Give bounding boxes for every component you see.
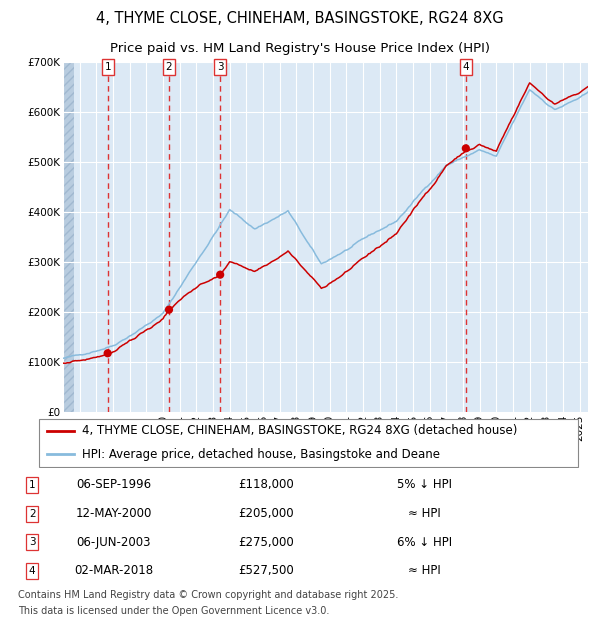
Text: 3: 3 (29, 538, 35, 547)
Point (164, 305, 174, 315)
Text: 12-MAY-2000: 12-MAY-2000 (76, 507, 152, 520)
Text: 06-JUN-2003: 06-JUN-2003 (77, 536, 151, 549)
Text: 4: 4 (463, 62, 469, 72)
Text: 1: 1 (29, 480, 35, 490)
Point (103, 348, 112, 358)
Text: Contains HM Land Registry data © Crown copyright and database right 2025.: Contains HM Land Registry data © Crown c… (18, 590, 398, 600)
Text: ≈ HPI: ≈ HPI (408, 507, 440, 520)
Point (461, 143, 470, 153)
Text: £118,000: £118,000 (238, 479, 294, 492)
Text: Price paid vs. HM Land Registry's House Price Index (HPI): Price paid vs. HM Land Registry's House … (110, 42, 490, 55)
Text: 3: 3 (217, 62, 223, 72)
Bar (63, 62, 74, 412)
Text: £205,000: £205,000 (238, 507, 294, 520)
Text: 4, THYME CLOSE, CHINEHAM, BASINGSTOKE, RG24 8XG: 4, THYME CLOSE, CHINEHAM, BASINGSTOKE, R… (96, 11, 504, 26)
Text: HPI: Average price, detached house, Basingstoke and Deane: HPI: Average price, detached house, Basi… (82, 448, 440, 461)
Text: ≈ HPI: ≈ HPI (408, 564, 440, 577)
Point (215, 270, 225, 280)
Text: £275,000: £275,000 (238, 536, 294, 549)
Text: 6% ↓ HPI: 6% ↓ HPI (397, 536, 452, 549)
Text: 06-SEP-1996: 06-SEP-1996 (76, 479, 151, 492)
Text: This data is licensed under the Open Government Licence v3.0.: This data is licensed under the Open Gov… (18, 606, 329, 616)
Text: 02-MAR-2018: 02-MAR-2018 (74, 564, 154, 577)
Text: 1: 1 (104, 62, 111, 72)
Text: 4, THYME CLOSE, CHINEHAM, BASINGSTOKE, RG24 8XG (detached house): 4, THYME CLOSE, CHINEHAM, BASINGSTOKE, R… (82, 425, 518, 438)
Text: 4: 4 (29, 566, 35, 576)
Text: £527,500: £527,500 (238, 564, 294, 577)
FancyBboxPatch shape (39, 418, 578, 467)
Text: 2: 2 (29, 508, 35, 519)
Text: 5% ↓ HPI: 5% ↓ HPI (397, 479, 452, 492)
Text: 2: 2 (166, 62, 172, 72)
